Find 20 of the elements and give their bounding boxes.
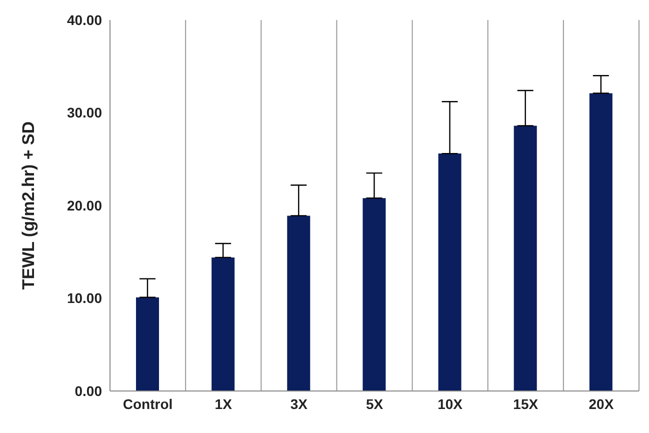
y-tick-label: 10.00 [66, 290, 102, 306]
x-tick-label: 5X [366, 396, 384, 412]
bar [438, 154, 462, 391]
x-tick-label: 15X [513, 396, 539, 412]
bar [212, 257, 235, 391]
bar [589, 93, 612, 391]
y-axis-title: TEWL (g/m2.hr) + SD [19, 121, 38, 290]
bar [362, 198, 386, 391]
y-tick-label: 40.00 [66, 12, 102, 28]
bar [514, 126, 537, 391]
bar [136, 297, 159, 391]
x-tick-label: 20X [588, 396, 614, 412]
x-tick-label: 3X [290, 396, 308, 412]
bar [287, 216, 310, 391]
x-tick-label: Control [122, 396, 173, 412]
x-tick-label: 10X [438, 396, 464, 412]
y-tick-label: 30.00 [66, 104, 102, 121]
x-tick-label: 1X [214, 396, 233, 412]
y-tick-label: 20.00 [66, 197, 102, 214]
y-tick-label: 0.00 [74, 382, 102, 399]
